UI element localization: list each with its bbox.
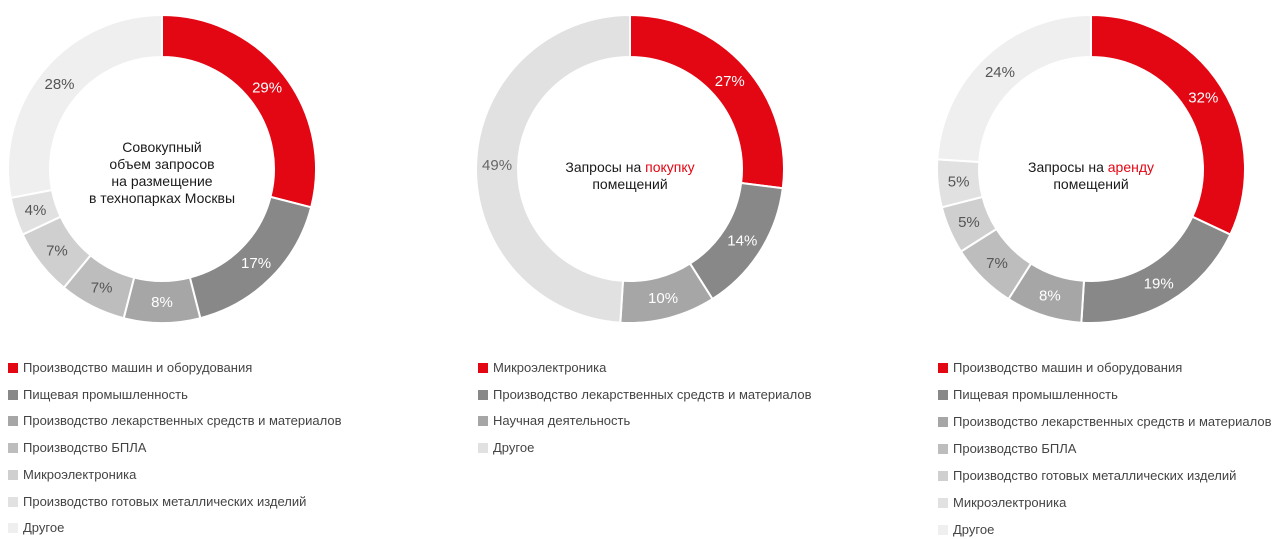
slice-percent-label: 27% (715, 73, 745, 90)
legend-swatch (478, 416, 488, 427)
slice-percent-label: 10% (648, 290, 678, 307)
legend-swatch (938, 390, 948, 400)
slice-percent-label: 5% (948, 174, 970, 191)
legend-swatch (938, 363, 948, 373)
donut-svg: 29% 17% 8% 7% 7% 4% 28% (7, 13, 317, 324)
chart-title-line: в технопарках Москвы (88, 190, 236, 206)
legend-label: Производство лекарственных средств и мат… (493, 386, 812, 402)
legend-label: Пищевая промышленность (23, 386, 188, 402)
chart-center-title: Запросы на покупку помещений (540, 159, 720, 193)
legend-swatch (8, 389, 18, 400)
donut-slice (936, 13, 1092, 164)
legend-swatch (478, 363, 488, 373)
legend-swatch (938, 444, 948, 454)
legend-label: Производство готовых металлических издел… (23, 493, 307, 509)
slice-percent-label: 4% (25, 202, 47, 219)
slice-percent-label: 17% (241, 255, 271, 272)
donut-svg: 32% 19% 8% 7% 5% 5% 24% (936, 13, 1246, 324)
legend-swatch (938, 417, 948, 427)
chart-title-accent: аренду (1107, 159, 1155, 175)
donut-chart-3: 32% 19% 8% 7% 5% 5% 24% Запросы на аренду помеще… (930, 0, 1284, 539)
chart-center-title: Совокупный объем запросов на размещение в т… (72, 139, 252, 207)
legend-label: Другое (23, 520, 65, 536)
chart-title-line: Совокупный (122, 139, 202, 155)
chart-title-line: помещений (592, 176, 668, 192)
donut-chart-1: 29% 17% 8% 7% 7% 4% 28% Совокупный объем запросо… (0, 0, 354, 539)
chart-title-prefix: Запросы на (1027, 159, 1108, 175)
legend-swatch (938, 471, 948, 481)
legend-label: Производство лекарственных средств и мат… (953, 414, 1272, 429)
slice-percent-label: 24% (985, 64, 1015, 81)
chart-title-line: на размещение (111, 173, 213, 189)
slice-percent-label: 29% (252, 79, 282, 96)
legend-swatch (938, 498, 948, 508)
legend-swatch (8, 469, 18, 480)
legend-label: Другое (953, 522, 995, 537)
slice-percent-label: 28% (45, 76, 75, 93)
legend-swatch (8, 363, 18, 373)
legend-swatch (938, 525, 948, 535)
legend-swatch (478, 389, 488, 400)
slice-percent-label: 8% (151, 294, 173, 311)
chart-title-line: помещений (1053, 176, 1129, 192)
donut-slice (1090, 13, 1246, 236)
chart-title-accent: покупку (645, 159, 695, 175)
legend-label: Микроэлектроника (953, 495, 1067, 510)
chart-center-title: Запросы на аренду помещений (1001, 159, 1181, 193)
slice-percent-label: 7% (46, 243, 68, 260)
chart-title-prefix: Запросы на (565, 159, 646, 175)
legend-swatch (8, 416, 18, 427)
donut-slice (7, 13, 163, 200)
slice-percent-label: 7% (986, 255, 1008, 272)
legend-label: Производство машин и оборудования (953, 360, 1183, 375)
donut-chart-2: 27% 14% 10% 49% Запросы на покупку помещений М… (470, 0, 824, 539)
donut-slice (475, 13, 631, 324)
chart-title-line: Запросы на покупку (540, 159, 720, 176)
legend-label: Другое (493, 440, 535, 456)
legend-label: Микроэлектроника (23, 466, 137, 482)
chart-title-line: объем запросов (109, 156, 215, 172)
donut-slice (1080, 215, 1232, 324)
donut-svg: 27% 14% 10% 49% (475, 13, 785, 324)
slice-percent-label: 19% (1144, 275, 1174, 292)
legend-label: Производство готовых металлических издел… (953, 468, 1237, 483)
legend-label: Производство лекарственных средств и мат… (23, 413, 342, 429)
legend-label: Научная деятельность (493, 413, 631, 429)
legend-swatch (8, 443, 18, 454)
legend-label: Производство БПЛА (23, 440, 147, 456)
legend-swatch (8, 496, 18, 507)
slice-percent-label: 8% (1039, 287, 1061, 304)
slice-percent-label: 14% (727, 232, 757, 249)
legend-swatch (8, 523, 18, 534)
legend-label: Производство машин и оборудования (23, 360, 253, 375)
slice-percent-label: 32% (1188, 90, 1218, 107)
legend-label: Пищевая промышленность (953, 387, 1118, 402)
legend-label: Производство БПЛА (953, 441, 1077, 456)
legend-label: Микроэлектроника (493, 360, 607, 375)
slice-percent-label: 49% (482, 157, 512, 174)
legend-swatch (478, 443, 488, 454)
slice-percent-label: 5% (958, 214, 980, 231)
slice-percent-label: 7% (91, 280, 113, 297)
chart-title-line: Запросы на аренду (1001, 159, 1181, 176)
